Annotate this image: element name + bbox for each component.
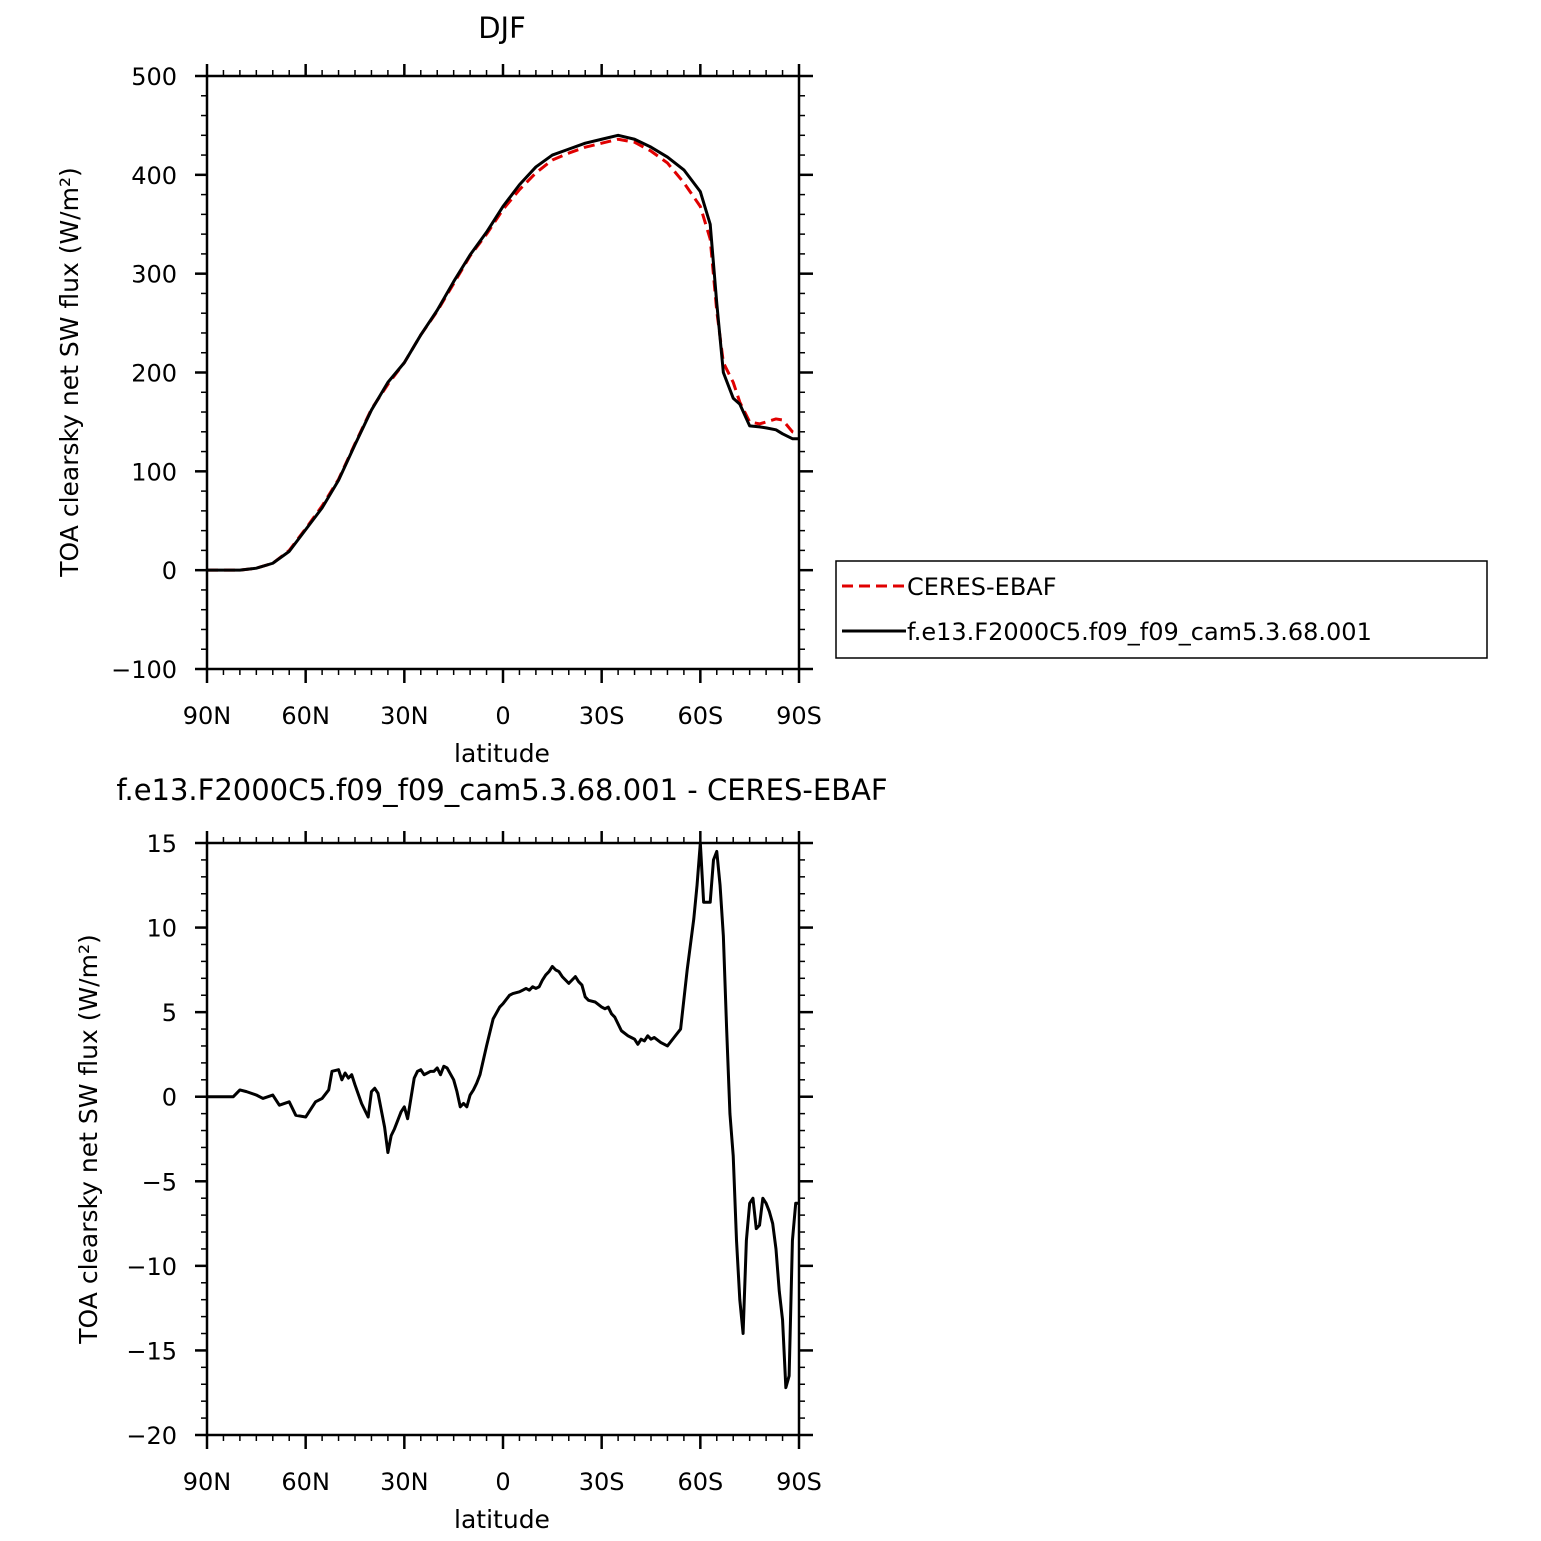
bottom-x-tick-label: 30N xyxy=(380,1468,429,1496)
top-series-line-1 xyxy=(207,137,799,572)
bottom-y-tick-label: −15 xyxy=(126,1337,177,1365)
bottom-chart-title: f.e13.F2000C5.f09_f09_cam5.3.68.001 - CE… xyxy=(116,773,887,807)
top-y-axis-title: TOA clearsky net SW flux (W/m²) xyxy=(55,167,84,577)
bottom-series-line-1 xyxy=(207,841,799,1390)
legend-box xyxy=(835,560,1488,659)
top-y-tick-label: 0 xyxy=(162,557,177,585)
bottom-panel: f.e13.F2000C5.f09_f09_cam5.3.68.001 - CE… xyxy=(74,773,888,1534)
top-x-tick-label: 90N xyxy=(183,702,232,730)
bottom-y-tick-label: 0 xyxy=(162,1084,177,1112)
top-plot-frame xyxy=(205,74,801,671)
top-x-axis-title: latitude xyxy=(454,739,550,768)
bottom-ticks: −20 −15 −10 −5 0 5 10 15 90N 60N 30N 0 30S 60S 90S xyxy=(126,830,822,1496)
bottom-x-tick-label: 90N xyxy=(183,1468,232,1496)
legend-model-label: f.e13.F2000C5.f09_f09_cam5.3.68.001 xyxy=(907,618,1372,646)
top-ticks: −100 0 100 200 300 400 500 90N 60N 30N 0 30S 60S 90S xyxy=(111,63,822,730)
top-panel: DJF −100 0 100 200 300 400 500 90N 60N 30N 0 30S 60S… xyxy=(55,11,822,768)
top-y-tick-label: 200 xyxy=(131,360,177,388)
top-y-tick-label: 300 xyxy=(131,261,177,289)
bottom-x-tick-label: 90S xyxy=(776,1468,822,1496)
top-x-tick-label: 30N xyxy=(380,702,429,730)
bottom-series-layer xyxy=(207,841,799,1390)
top-series-line-2 xyxy=(207,133,799,572)
top-series-layer xyxy=(207,133,799,572)
bottom-x-tick-label: 60N xyxy=(281,1468,330,1496)
top-chart-title: DJF xyxy=(478,11,526,45)
bottom-x-tick-label: 0 xyxy=(495,1468,510,1496)
bottom-plot-frame xyxy=(205,841,801,1437)
top-y-tick-label: 400 xyxy=(131,162,177,190)
top-x-tick-label: 0 xyxy=(495,702,510,730)
top-y-tick-label: 500 xyxy=(131,63,177,91)
top-x-tick-label: 60S xyxy=(677,702,723,730)
bottom-y-tick-label: −5 xyxy=(142,1168,177,1196)
bottom-x-tick-label: 60S xyxy=(677,1468,723,1496)
legend-ceres-label: CERES-EBAF xyxy=(907,573,1057,601)
top-x-tick-label: 30S xyxy=(579,702,625,730)
top-y-tick-label: −100 xyxy=(111,656,177,684)
bottom-y-tick-label: 10 xyxy=(146,915,177,943)
bottom-y-tick-label: 15 xyxy=(146,830,177,858)
top-x-tick-label: 90S xyxy=(776,702,822,730)
top-x-tick-label: 60N xyxy=(281,702,330,730)
bottom-y-tick-label: 5 xyxy=(162,999,177,1027)
bottom-x-axis-title: latitude xyxy=(454,1505,550,1534)
bottom-x-tick-label: 30S xyxy=(579,1468,625,1496)
top-y-tick-label: 100 xyxy=(131,458,177,486)
bottom-y-tick-label: −20 xyxy=(126,1422,177,1450)
bottom-y-tick-label: −10 xyxy=(126,1253,177,1281)
legend: CERES-EBAF f.e13.F2000C5.f09_f09_cam5.3.… xyxy=(835,560,1488,659)
bottom-y-axis-title: TOA clearsky net SW flux (W/m²) xyxy=(74,934,103,1344)
